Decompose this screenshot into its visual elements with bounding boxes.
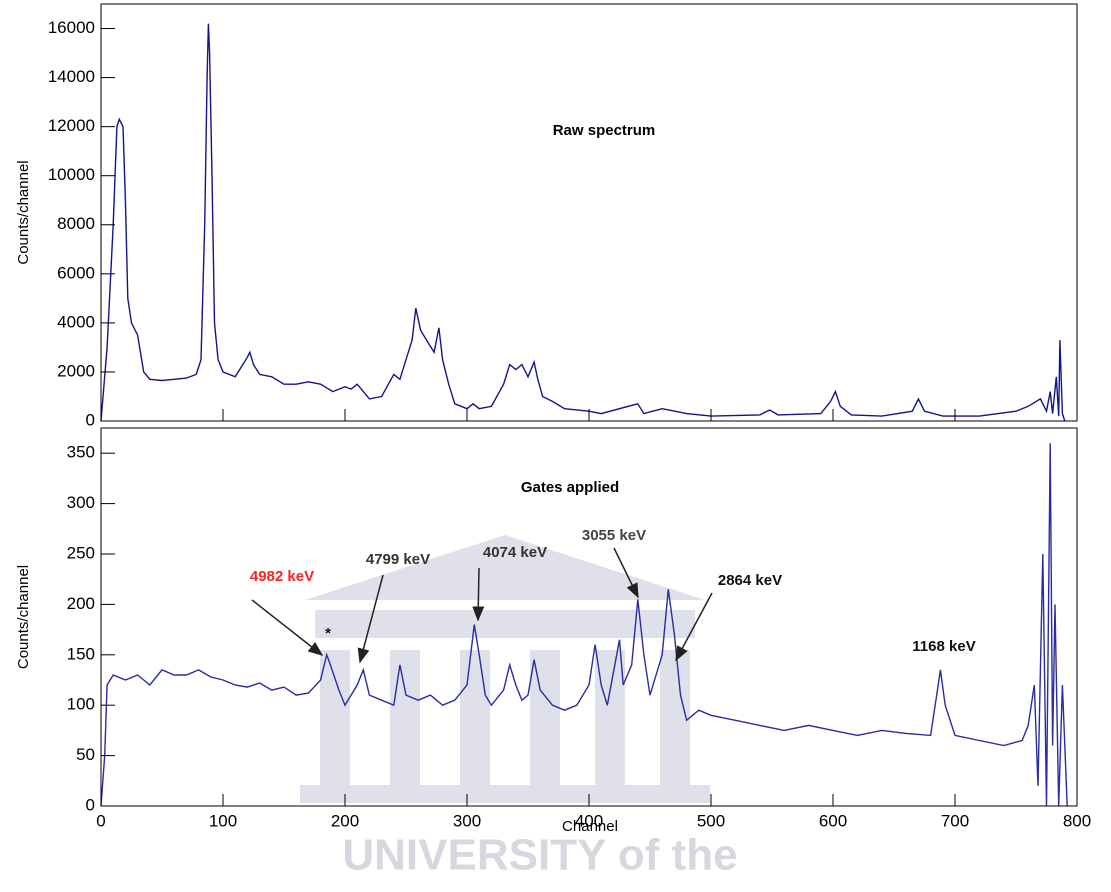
y-axis-label: Counts/channel <box>15 565 32 669</box>
peak-arrow <box>472 567 485 622</box>
y-tick-label: 10000 <box>48 165 95 184</box>
peak-arrow <box>675 592 713 662</box>
y-tick-label: 6000 <box>57 263 95 282</box>
peak-label: 2864 keV <box>718 572 782 589</box>
y-tick-label: 2000 <box>57 361 95 380</box>
peak-arrow <box>613 547 639 599</box>
peak-arrow <box>251 599 324 656</box>
panel-title: Gates applied <box>521 479 619 496</box>
peak-label: * <box>325 625 331 642</box>
peak-label: 4074 keV <box>483 544 547 561</box>
spectrum-line <box>100 23 1066 422</box>
x-tick-label: 200 <box>331 811 359 830</box>
x-tick-label: 600 <box>819 811 847 830</box>
y-tick-label: 12000 <box>48 116 95 135</box>
x-tick-label: 700 <box>941 811 969 830</box>
x-tick-label: 300 <box>453 811 481 830</box>
x-tick-label: 400 <box>575 811 603 830</box>
watermark-logo <box>300 535 710 803</box>
y-tick-label: 14000 <box>48 67 95 86</box>
y-tick-label: 300 <box>67 493 95 512</box>
peak-arrow <box>357 574 384 664</box>
spectrum-line <box>100 443 1068 807</box>
y-tick-label: 150 <box>67 644 95 663</box>
peak-label: 3055 keV <box>582 527 646 544</box>
y-tick-label: 250 <box>67 543 95 562</box>
x-tick-label: 800 <box>1063 811 1091 830</box>
y-tick-label: 16000 <box>48 18 95 37</box>
x-tick-label: 500 <box>697 811 725 830</box>
x-axis-label: Channel <box>562 818 618 835</box>
x-tick-label: 100 <box>209 811 237 830</box>
peak-label: 1168 keV <box>912 638 975 655</box>
panel-title: Raw spectrum <box>553 122 656 139</box>
peak-label: 4982 keV <box>250 568 314 585</box>
y-tick-label: 8000 <box>57 214 95 233</box>
y-tick-label: 50 <box>76 745 95 764</box>
watermark-text: UNIVERSITY of the <box>342 831 737 880</box>
y-tick-label: 4000 <box>57 312 95 331</box>
x-tick-label: 0 <box>96 811 105 830</box>
peak-label: 4799 keV <box>366 551 430 568</box>
y-axis-label: Counts/channel <box>15 160 32 264</box>
y-tick-label: 200 <box>67 594 95 613</box>
y-tick-label: 0 <box>86 410 95 429</box>
y-tick-label: 0 <box>86 795 95 814</box>
y-tick-label: 350 <box>67 443 95 462</box>
y-tick-label: 100 <box>67 695 95 714</box>
